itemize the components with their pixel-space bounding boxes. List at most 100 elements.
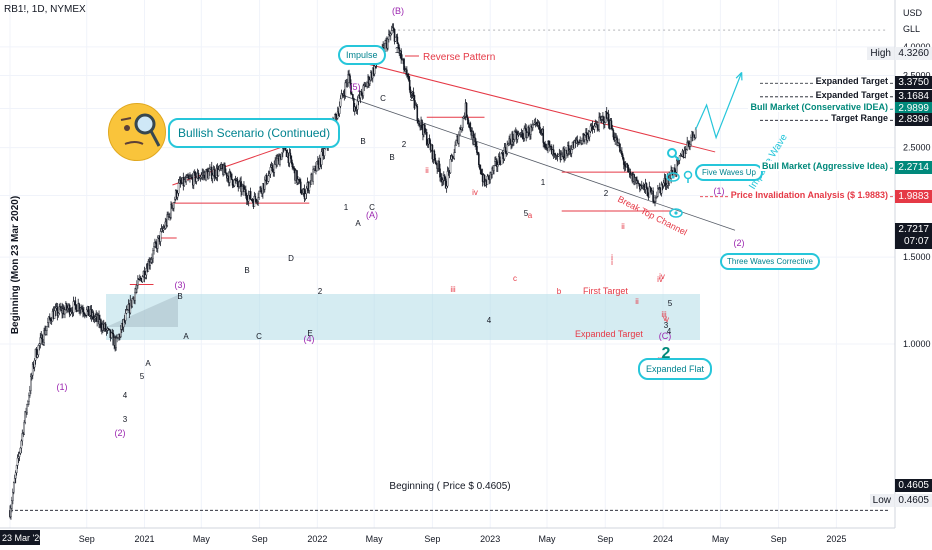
candle-body [544, 143, 546, 148]
candle-body [344, 82, 347, 96]
candle-body [29, 390, 31, 396]
x-tick-label: 2021 [134, 534, 154, 544]
last-price-tag: 2.7217 07:07 [895, 223, 932, 249]
x-tick-label: May [193, 534, 211, 544]
y-tick-label: 2.5000 [903, 143, 931, 153]
candle-body [84, 313, 86, 316]
candle-body [122, 319, 125, 328]
x-tick-label: 23 Mar '20 [2, 533, 44, 543]
candle-body [445, 185, 448, 189]
first-target-label: First Target [583, 286, 628, 296]
wave-label-dark: 2 [604, 189, 609, 198]
wave-label-dark: 4 [487, 316, 492, 325]
candle-body [338, 106, 341, 114]
candle-body [38, 343, 41, 346]
candle-body [652, 190, 654, 202]
candle-body [678, 155, 681, 161]
wave-label-dark: 2 [402, 140, 407, 149]
x-tick-label: May [712, 534, 730, 544]
candle-body [354, 106, 357, 110]
candle-body [257, 197, 259, 202]
candle-body [171, 204, 173, 209]
x-tick-label: Sep [79, 534, 95, 544]
wave-label-purple: (B) [392, 6, 404, 16]
candle-body [389, 33, 392, 36]
candle-body [591, 125, 594, 130]
wave-label-dark: A [355, 219, 361, 228]
candle-body [512, 133, 514, 143]
candle-body [664, 178, 667, 186]
impulse-callout: Impulse [338, 45, 386, 65]
candle-body [532, 124, 534, 128]
candle-body [570, 149, 573, 154]
candle-body [529, 134, 531, 137]
candle-body [403, 58, 405, 70]
candle-body [685, 149, 688, 154]
candle-body [506, 144, 509, 154]
candle-body [268, 173, 271, 176]
support-zone [106, 294, 700, 340]
wave-label-dark: 4 [123, 391, 128, 400]
candle-body [347, 74, 349, 83]
candle-body [245, 189, 247, 196]
candle-body [461, 117, 464, 128]
candle-body [28, 395, 30, 402]
level-price-tag: 2.2714 [895, 161, 932, 175]
candle-body [581, 139, 583, 144]
candle-body [619, 143, 621, 152]
candle-body [26, 404, 28, 413]
currency-label[interactable]: USD [903, 8, 923, 18]
unit-label[interactable]: GLL [903, 24, 921, 34]
candle-body [131, 298, 133, 307]
candle-body [120, 329, 122, 338]
candle-body [241, 186, 243, 192]
candle-body [392, 27, 395, 30]
candle-body [373, 65, 376, 75]
candle-body [568, 145, 570, 151]
candle-body [662, 182, 665, 187]
candle-body [323, 148, 326, 156]
candle-body [12, 482, 15, 493]
candle-body [64, 309, 66, 315]
candle-body [564, 157, 566, 160]
candle-body [538, 122, 541, 130]
wave-label-dark: 3 [664, 321, 669, 330]
wave-label-purple: (4) [304, 334, 315, 344]
candle-body [458, 134, 460, 144]
wave-label-purple: (3) [175, 280, 186, 290]
candle-body [593, 125, 596, 130]
candle-body [612, 130, 615, 138]
candle-body [416, 106, 419, 121]
candle-body [249, 191, 252, 200]
candle-body [144, 274, 147, 278]
wave-label-dark: 3 [123, 415, 128, 424]
candle-body [387, 38, 389, 49]
candle-body [299, 181, 302, 194]
candle-body [360, 91, 363, 96]
candle-body [521, 132, 524, 139]
candle-body [366, 82, 368, 87]
candle-body [496, 164, 499, 167]
candle-body [388, 34, 390, 40]
level-price-tag: 1.9883 [895, 189, 932, 203]
candle-body [623, 164, 626, 167]
candle-body [610, 120, 613, 129]
candle-body [247, 194, 250, 202]
candle-body [177, 182, 180, 194]
candle-body [494, 161, 496, 166]
candle-body [479, 168, 482, 174]
eye-icon-2 [669, 208, 683, 218]
candle-body [229, 172, 232, 174]
wave-label-purple: (A) [366, 210, 378, 220]
candle-body [153, 246, 155, 251]
candle-body [45, 330, 47, 335]
candle-body [104, 323, 107, 332]
wave-label-red: ii [621, 222, 625, 231]
candle-body [627, 167, 630, 173]
candle-body [254, 196, 257, 200]
wave-label-red: c [513, 274, 517, 283]
candle-body [21, 433, 24, 442]
x-axis[interactable]: 23 Mar '20 Sep 2021 May Sep 2022 May Sep 2023 May… [0, 527, 895, 550]
candle-body [206, 169, 208, 172]
candle-body [658, 187, 661, 189]
